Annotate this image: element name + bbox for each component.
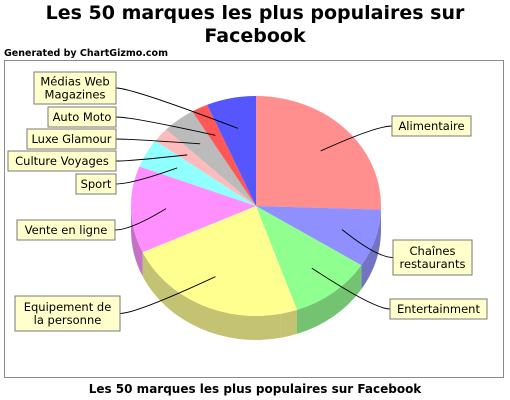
- chart-title: Les 50 marques les plus populaires sur F…: [0, 2, 510, 48]
- pie-slice-9: [192, 104, 256, 206]
- callout-box-8: [26, 128, 117, 150]
- callout-leader-0: [320, 125, 393, 152]
- callout-leader-8: [115, 138, 201, 145]
- callout-leader-10: [115, 87, 239, 129]
- pie-slice-8: [166, 111, 256, 206]
- callout-leader-2: [311, 267, 391, 310]
- callout-label-8-0: Luxe Glamour: [31, 132, 111, 146]
- chart-footer-title: Les 50 marques les plus populaires sur F…: [88, 382, 422, 396]
- callout-label-1-1: restaurants: [400, 257, 466, 271]
- callout-box-1: [392, 239, 473, 276]
- chart-title-line-2: Facebook: [204, 25, 306, 47]
- callout-label-2-0: Entertainment: [397, 302, 480, 316]
- callout-box-4: [14, 295, 121, 332]
- pie-slice-4: [142, 206, 281, 316]
- callout-label-7-0: Culture Voyages: [15, 154, 109, 168]
- callout-label-0-0: Alimentaire: [398, 119, 464, 133]
- pie-slice-10: [207, 96, 256, 206]
- pie-side-2: [297, 265, 362, 334]
- callout-label-9-0: Auto Moto: [53, 110, 112, 124]
- pie-side-5: [131, 206, 143, 277]
- callout-label-4-0: Equipement de: [24, 300, 112, 314]
- callout-leader-7: [115, 154, 188, 162]
- callout-box-5: [16, 219, 116, 241]
- callout-box-9: [47, 106, 117, 128]
- pie-slice-3: [256, 206, 298, 314]
- callout-leader-5: [114, 208, 167, 231]
- pie-side-4: [142, 252, 281, 340]
- callout-box-0: [391, 115, 472, 137]
- callout-box-6: [75, 173, 117, 195]
- pie-top-group: [130, 96, 381, 316]
- chart-title-line-1: Les 50 marques les plus populaires sur: [45, 2, 465, 24]
- callout-label-10-1: Magazines: [45, 88, 106, 102]
- pie-slice-2: [256, 206, 362, 310]
- callout-label-1-0: Chaînes: [410, 244, 456, 258]
- callout-leader-9: [115, 116, 216, 136]
- callout-leader-4: [119, 276, 216, 314]
- callout-box-2: [389, 298, 488, 320]
- pie-slice-1: [256, 206, 381, 266]
- generated-by-label: Generated by ChartGizmo.com: [4, 48, 168, 59]
- pie-side-3: [280, 309, 298, 338]
- pie-slice-7: [155, 129, 256, 206]
- callout-leader-1: [341, 229, 394, 258]
- callout-label-10-0: Médias Web: [40, 75, 109, 89]
- callout-label-6-0: Sport: [81, 177, 112, 191]
- callout-label-5-0: Vente en ligne: [25, 223, 108, 237]
- callout-label-4-1: la personne: [34, 313, 102, 327]
- pie-slice-0: [256, 96, 381, 210]
- pie-slice-5: [130, 166, 256, 253]
- callout-leader-6: [115, 167, 178, 185]
- callout-box-7: [7, 150, 117, 172]
- callout-box-10: [33, 71, 117, 105]
